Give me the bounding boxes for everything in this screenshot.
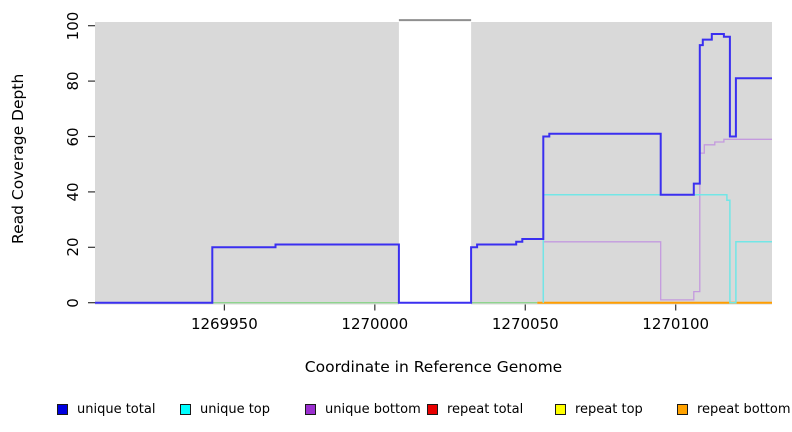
chart-legend: unique total unique top unique bottom repea… bbox=[0, 401, 792, 423]
y-axis-title: Read Coverage Depth bbox=[9, 73, 27, 244]
legend-label: repeat bottom bbox=[697, 401, 791, 417]
legend-label: unique total bbox=[77, 401, 156, 417]
x-tick-label: 1269950 bbox=[190, 315, 258, 333]
legend-item-repeat-bottom: repeat bottom bbox=[677, 401, 791, 417]
legend-item-unique-total: unique total bbox=[57, 401, 155, 417]
y-tick-label: 80 bbox=[64, 71, 82, 91]
legend-item-unique-bottom: unique bottom bbox=[305, 401, 421, 417]
series-line-unique-total bbox=[95, 33, 772, 304]
legend-label: unique bottom bbox=[325, 401, 421, 417]
legend-label: unique top bbox=[200, 401, 271, 417]
legend-item-repeat-top: repeat top bbox=[555, 401, 643, 417]
y-tick-label: 0 bbox=[64, 297, 82, 308]
y-tick-label: 20 bbox=[64, 237, 82, 257]
x-tick-label: 1270050 bbox=[491, 315, 559, 333]
y-tick-label: 40 bbox=[64, 182, 82, 202]
legend-swatch-icon bbox=[555, 403, 566, 415]
legend-swatch-icon bbox=[677, 403, 688, 415]
masked-repeat-region bbox=[398, 20, 472, 305]
y-tick-label: 100 bbox=[64, 11, 82, 41]
series-line-unique-top bbox=[542, 193, 772, 304]
legend-item-unique-top: unique top bbox=[180, 401, 270, 417]
legend-swatch-icon bbox=[180, 403, 191, 415]
legend-swatch-icon bbox=[57, 403, 68, 415]
legend-swatch-icon bbox=[305, 403, 316, 415]
legend-swatch-icon bbox=[427, 403, 438, 415]
x-axis-title: Coordinate in Reference Genome bbox=[304, 358, 563, 376]
x-tick-label: 1270000 bbox=[341, 315, 409, 333]
legend-label: repeat total bbox=[447, 401, 524, 417]
y-tick-label: 60 bbox=[64, 126, 82, 147]
legend-item-repeat-total: repeat total bbox=[427, 401, 523, 417]
x-tick-label: 1270100 bbox=[642, 315, 710, 333]
legend-label: repeat top bbox=[575, 401, 643, 417]
